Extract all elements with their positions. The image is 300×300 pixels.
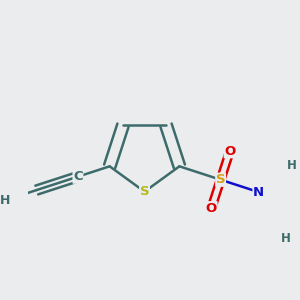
Text: S: S [140,185,149,198]
Text: H: H [0,194,10,207]
Text: S: S [216,173,225,186]
Text: H: H [287,159,297,172]
Text: O: O [206,202,217,215]
Text: C: C [73,170,83,183]
Text: O: O [224,145,236,158]
Text: H: H [280,232,290,245]
Text: N: N [253,186,264,199]
